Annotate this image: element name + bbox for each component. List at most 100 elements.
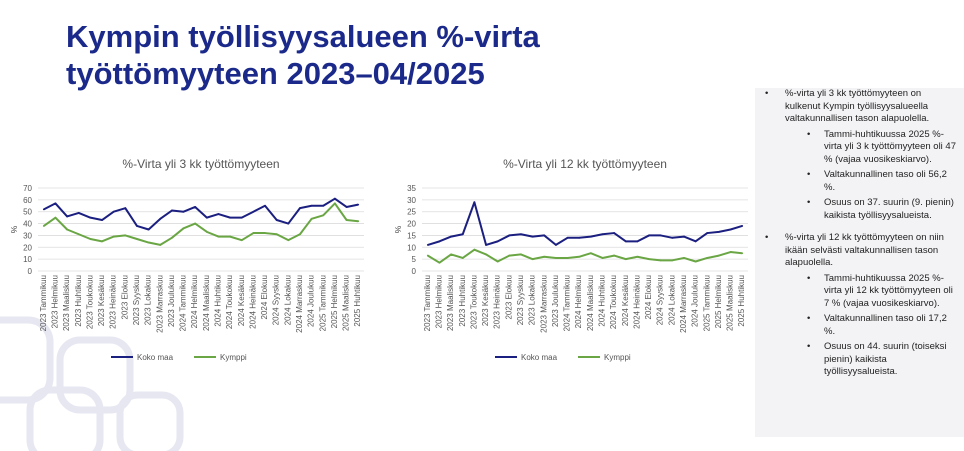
chart-title: %-Virta yli 12 kk työttömyyteen (503, 157, 667, 171)
data-point (589, 252, 592, 255)
x-tick-label: 2024 Heinäkuu (632, 275, 641, 329)
x-tick-label: 2023 Maaliskuu (62, 275, 71, 331)
y-axis-label: % (9, 225, 19, 233)
data-point (683, 235, 685, 238)
data-point (77, 212, 80, 214)
x-tick-label: 2023 Huhtikuu (458, 275, 467, 327)
y-tick-label: 70 (23, 184, 32, 193)
data-point (357, 220, 360, 223)
data-point (217, 235, 220, 238)
data-point (531, 235, 534, 238)
data-point (310, 204, 313, 207)
data-point (659, 234, 662, 237)
x-tick-label: 2024 Helmikuu (574, 275, 583, 328)
data-point (66, 228, 69, 231)
data-point (520, 233, 522, 236)
y-tick-label: 10 (23, 255, 32, 264)
summary-sub-bullet: Tammi-huhtikuussa 2025 %-virta yli 3 k t… (785, 129, 956, 167)
x-tick-label: 2023 Marraskuu (155, 275, 164, 333)
x-tick-label: 2024 Lokakuu (667, 275, 676, 325)
x-tick-label: 2024 Toukokuu (225, 275, 234, 329)
series-line-kymppi (43, 202, 359, 246)
data-point (543, 234, 546, 237)
data-point (648, 234, 650, 237)
summary-sub-bullet: Osuus on 44. suurin (toiseksi pienin) ka… (785, 341, 956, 379)
summary-panel: %-virta yli 3 kk työttömyyteen on kulken… (755, 88, 964, 437)
data-point (624, 258, 627, 261)
data-point (194, 222, 197, 225)
data-point (136, 238, 138, 240)
data-point (159, 244, 162, 246)
data-point (485, 244, 487, 246)
data-point (333, 202, 336, 205)
data-point (520, 253, 522, 256)
y-tick-label: 0 (412, 267, 417, 276)
data-point (147, 228, 150, 231)
data-point (275, 233, 278, 236)
chart-12kk-svg: %-Virta yli 12 kk työttömyyteen051015202… (393, 157, 748, 362)
data-point (333, 197, 336, 200)
y-tick-label: 25 (407, 208, 416, 217)
x-tick-label: 2024 Toukokuu (609, 275, 618, 329)
data-point (566, 236, 569, 239)
x-tick-label: 2024 Elokuu (644, 275, 653, 319)
summary-bullet-12kk: %-virta yli 12 kk työttömyyteen on niin … (755, 232, 964, 379)
data-point (496, 240, 499, 243)
data-point (566, 257, 569, 259)
x-tick-label: 2025 Helmikuu (714, 275, 723, 328)
y-tick-label: 35 (407, 184, 416, 193)
x-tick-label: 2024 Kesäkuu (621, 275, 630, 326)
summary-sub-bullet: Tammi-huhtikuussa 2025 %-virta yli 12 kk… (785, 273, 956, 311)
data-point (345, 206, 348, 208)
data-point (461, 233, 464, 236)
data-point (578, 255, 581, 258)
data-point (252, 210, 255, 213)
data-point (741, 225, 744, 227)
data-point (659, 259, 662, 262)
y-tick-label: 20 (407, 220, 416, 229)
data-point (578, 236, 581, 239)
data-point (322, 214, 325, 217)
data-point (496, 260, 499, 263)
data-point (112, 235, 115, 238)
data-point (508, 254, 511, 257)
data-point (42, 208, 45, 211)
data-point (194, 206, 197, 208)
data-point (287, 239, 290, 242)
data-point (136, 225, 138, 227)
x-tick-label: 2023 Maaliskuu (446, 275, 455, 331)
data-point (264, 232, 266, 234)
summary-sub-bullet: Valtakunnallinen taso oli 17,2 %. (785, 313, 956, 338)
data-point (101, 240, 103, 243)
data-point (438, 240, 441, 243)
x-tick-label: 2023 Tammikuu (423, 275, 432, 331)
data-point (240, 239, 243, 242)
y-tick-label: 10 (407, 243, 416, 252)
x-tick-label: 2024 Elokuu (260, 275, 269, 319)
data-point (613, 254, 616, 257)
y-tick-label: 0 (28, 267, 33, 276)
data-point (275, 219, 278, 221)
summary-sub-bullet: Osuus on 37. suurin (9. pienin) kaikista… (785, 197, 956, 222)
data-point (426, 254, 429, 257)
x-tick-label: 2024 Marraskuu (295, 275, 304, 333)
data-point (182, 227, 185, 230)
x-tick-label: 2023 Joulukuu (167, 275, 176, 327)
x-tick-label: 2023 Syyskuu (516, 275, 525, 325)
y-tick-label: 30 (407, 196, 416, 205)
decorative-shapes (0, 316, 184, 451)
data-point (299, 207, 301, 210)
data-point (694, 240, 697, 243)
data-point (717, 254, 720, 257)
x-tick-label: 2025 Maaliskuu (342, 275, 351, 331)
data-point (461, 257, 464, 259)
data-point (473, 248, 476, 251)
data-point (264, 204, 266, 207)
data-point (310, 217, 313, 220)
x-tick-label: 2023 Helmikuu (50, 275, 59, 328)
y-tick-label: 60 (23, 196, 32, 205)
data-point (694, 260, 697, 263)
data-point (450, 235, 453, 238)
x-tick-label: 2023 Marraskuu (539, 275, 548, 333)
summary-sub-bullet: Valtakunnallinen taso oli 56,2 %. (785, 169, 956, 194)
